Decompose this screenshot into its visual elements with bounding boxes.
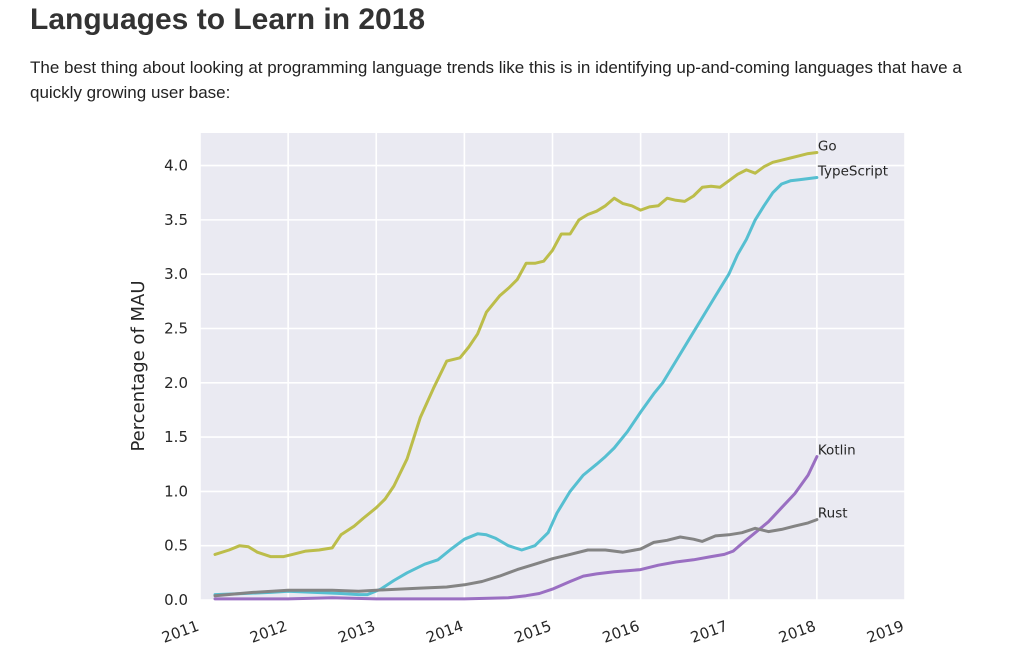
x-tick-label: 2013 [336,617,378,647]
y-tick-label: 2.0 [164,374,188,392]
series-lines [213,151,819,601]
grid-lines [199,133,906,601]
page-title: Languages to Learn in 2018 [30,3,426,36]
y-tick-label: 3.0 [164,265,188,283]
series-line-go [213,151,819,559]
y-tick-label: 1.5 [164,428,188,446]
x-tick-label: 2017 [688,617,730,647]
series-label-typescript: TypeScript [817,164,888,180]
series-line-rust [213,518,819,598]
y-tick-label: 0.0 [164,591,188,609]
x-tick-label: 2011 [159,617,201,647]
series-label-kotlin: Kotlin [818,443,856,459]
x-tick-label: 2014 [424,617,466,647]
y-tick-label: 0.5 [164,537,188,555]
x-tick-label: 2019 [864,617,906,647]
y-axis-title: Percentage of MAU [128,280,149,451]
series-label-rust: Rust [818,506,848,522]
y-tick-label: 4.0 [164,157,188,175]
x-tick-label: 2012 [247,617,289,647]
series-label-go: Go [818,139,837,155]
y-tick-label: 3.5 [164,211,188,229]
x-tick-label: 2015 [512,617,554,647]
y-tick-label: 1.0 [164,482,188,500]
y-tick-label: 2.5 [164,319,188,337]
x-tick-label: 2018 [776,617,818,647]
intro-paragraph: The best thing about looking at programm… [30,58,962,102]
x-tick-label: 2016 [600,617,642,647]
